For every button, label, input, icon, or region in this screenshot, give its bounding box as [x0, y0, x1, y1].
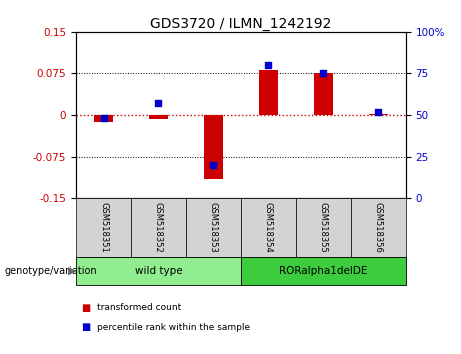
Bar [76, 257, 241, 285]
Bar [313, 74, 333, 115]
Bar [186, 198, 241, 257]
Text: GSM518354: GSM518354 [264, 202, 273, 253]
Text: GSM518352: GSM518352 [154, 202, 163, 253]
Text: GSM518353: GSM518353 [209, 202, 218, 253]
Point [155, 101, 162, 106]
Bar [94, 115, 113, 122]
Point [265, 62, 272, 68]
Text: GSM518355: GSM518355 [319, 202, 328, 253]
Point [210, 162, 217, 168]
Point [319, 71, 327, 76]
Text: ▶: ▶ [68, 266, 77, 276]
Bar [131, 198, 186, 257]
Bar [369, 114, 388, 115]
Bar [241, 198, 296, 257]
Bar [296, 198, 351, 257]
Text: transformed count: transformed count [97, 303, 181, 313]
Text: RORalpha1delDE: RORalpha1delDE [279, 266, 367, 276]
Title: GDS3720 / ILMN_1242192: GDS3720 / ILMN_1242192 [150, 17, 331, 31]
Text: genotype/variation: genotype/variation [5, 266, 97, 276]
Bar [241, 257, 406, 285]
Text: wild type: wild type [135, 266, 182, 276]
Point [374, 109, 382, 115]
Bar [259, 70, 278, 115]
Bar [76, 198, 131, 257]
Bar [204, 115, 223, 179]
Text: GSM518356: GSM518356 [374, 202, 383, 253]
Bar [149, 115, 168, 120]
Bar [351, 198, 406, 257]
Text: GSM518351: GSM518351 [99, 202, 108, 253]
Text: ■: ■ [81, 303, 90, 313]
Text: ■: ■ [81, 322, 90, 332]
Text: percentile rank within the sample: percentile rank within the sample [97, 323, 250, 332]
Point [100, 115, 107, 121]
